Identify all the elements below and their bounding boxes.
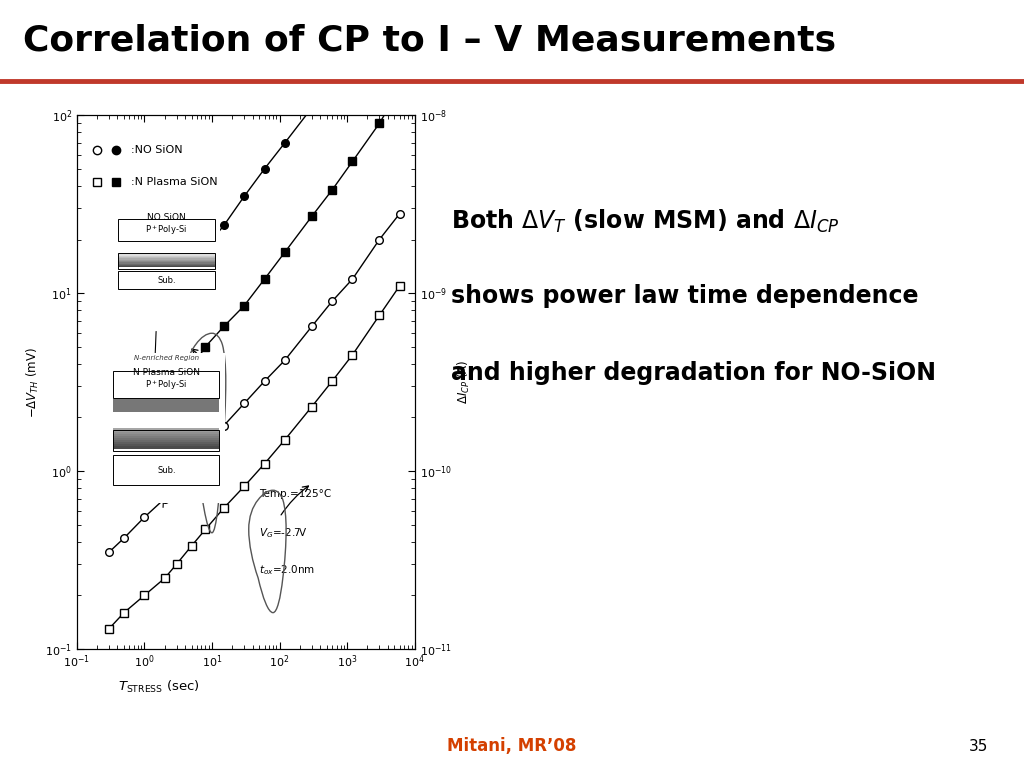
- Text: :NO SiON: :NO SiON: [131, 145, 182, 155]
- Text: N Plasma SiON: N Plasma SiON: [133, 369, 200, 377]
- Text: P$^+$Poly-Si: P$^+$Poly-Si: [145, 378, 187, 392]
- Text: P$^+$Poly-Si: P$^+$Poly-Si: [145, 223, 187, 237]
- Text: N-enriched Region: N-enriched Region: [134, 355, 199, 361]
- Bar: [118, 258, 215, 260]
- Bar: [114, 445, 219, 446]
- Bar: [118, 265, 215, 266]
- Bar: [118, 257, 215, 258]
- Text: Mitani, MR’08: Mitani, MR’08: [447, 737, 577, 756]
- Bar: [114, 429, 219, 432]
- Text: $T_{\mathrm{STRESS}}\ \mathrm{(sec)}$: $T_{\mathrm{STRESS}}\ \mathrm{(sec)}$: [118, 680, 200, 695]
- Bar: [114, 399, 219, 412]
- Bar: [118, 254, 215, 256]
- Text: Sub.: Sub.: [157, 276, 176, 285]
- Bar: [118, 263, 215, 265]
- Text: NO SiON: NO SiON: [147, 214, 185, 222]
- Text: $t_{ox}$=2.0nm: $t_{ox}$=2.0nm: [259, 564, 315, 578]
- Bar: [114, 436, 219, 438]
- Bar: [118, 253, 215, 254]
- Bar: [118, 252, 215, 253]
- Bar: [118, 256, 215, 257]
- Bar: [114, 434, 219, 436]
- FancyBboxPatch shape: [114, 455, 219, 485]
- Y-axis label: $\Delta I_{CP}\ \mathrm{(A)}$: $\Delta I_{CP}\ \mathrm{(A)}$: [456, 359, 472, 405]
- Bar: [114, 442, 219, 445]
- Bar: [114, 446, 219, 449]
- Bar: [118, 261, 215, 262]
- Text: Sub.: Sub.: [157, 465, 176, 475]
- Bar: [118, 260, 215, 261]
- Bar: [114, 428, 219, 429]
- Y-axis label: $-\Delta V_{TH}\ \mathrm{(mV)}$: $-\Delta V_{TH}\ \mathrm{(mV)}$: [25, 346, 41, 418]
- Text: Correlation of CP to I – V Measurements: Correlation of CP to I – V Measurements: [23, 24, 836, 58]
- Bar: [114, 432, 219, 434]
- Bar: [118, 266, 215, 267]
- Bar: [118, 262, 215, 263]
- Text: shows power law time dependence: shows power law time dependence: [451, 284, 919, 308]
- Text: $V_G$=-2.7V: $V_G$=-2.7V: [259, 526, 308, 540]
- Text: 35: 35: [969, 739, 988, 754]
- Text: Temp.=125°C: Temp.=125°C: [259, 489, 332, 499]
- FancyBboxPatch shape: [118, 219, 215, 241]
- Text: and higher degradation for NO-SiON: and higher degradation for NO-SiON: [451, 361, 936, 385]
- Text: Both $\Delta V_T$ (slow MSM) and $\Delta I_{CP}$: Both $\Delta V_T$ (slow MSM) and $\Delta…: [451, 207, 840, 234]
- Bar: [114, 438, 219, 440]
- FancyBboxPatch shape: [114, 371, 219, 398]
- FancyBboxPatch shape: [118, 271, 215, 289]
- Bar: [114, 429, 219, 451]
- Bar: [118, 253, 215, 269]
- Bar: [114, 440, 219, 442]
- Text: :N Plasma SiON: :N Plasma SiON: [131, 177, 217, 187]
